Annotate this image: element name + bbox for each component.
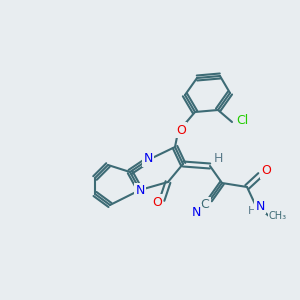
Text: N: N xyxy=(143,152,153,166)
Text: H: H xyxy=(248,206,256,216)
Text: N: N xyxy=(135,184,145,197)
Text: O: O xyxy=(152,196,162,208)
Text: O: O xyxy=(176,124,186,136)
Text: N: N xyxy=(255,200,265,212)
Text: N: N xyxy=(191,206,201,218)
Text: CH₃: CH₃ xyxy=(269,211,287,221)
Text: O: O xyxy=(261,164,271,178)
Text: H: H xyxy=(213,152,223,164)
Text: Cl: Cl xyxy=(236,115,248,128)
Text: C: C xyxy=(201,199,209,212)
